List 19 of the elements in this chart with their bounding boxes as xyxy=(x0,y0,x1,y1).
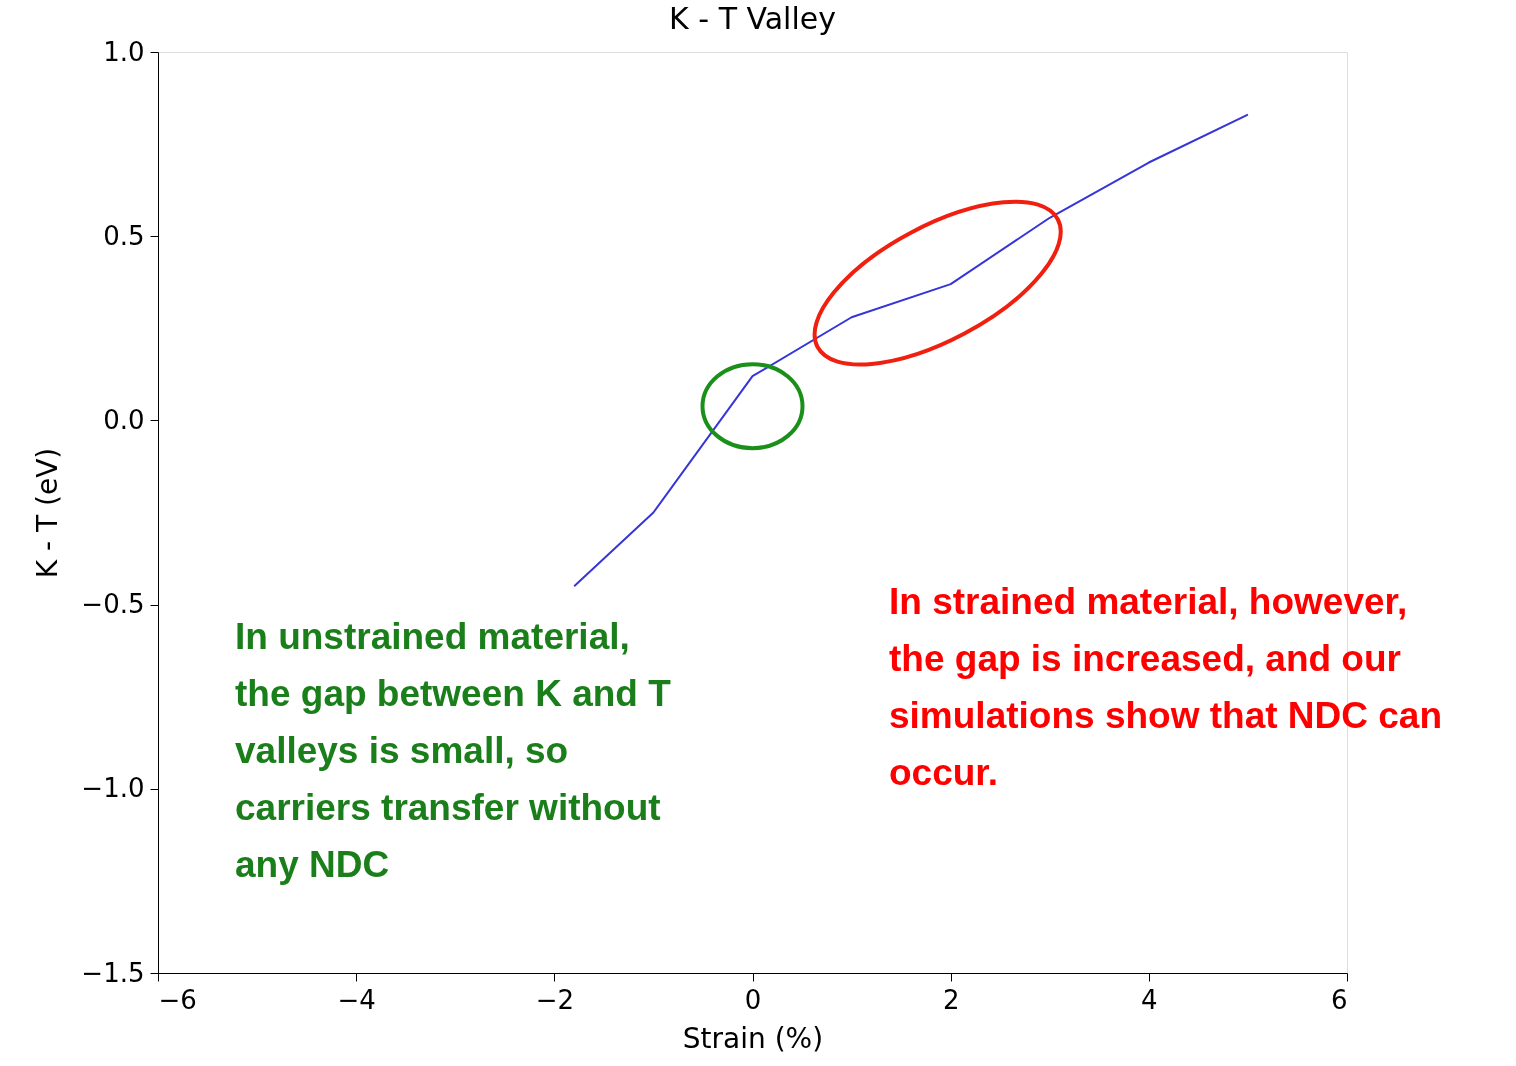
y-tick-label: −1.0 xyxy=(81,773,145,804)
x-tick-label: −6 xyxy=(158,984,197,1015)
y-axis-title: K - T (eV) xyxy=(31,447,65,579)
line-series xyxy=(573,113,1249,588)
x-tick-label: 4 xyxy=(1141,984,1158,1015)
y-tick-label: 0.5 xyxy=(103,220,145,251)
x-tick-label: 2 xyxy=(942,984,960,1015)
chart-title: K - T Valley xyxy=(669,1,836,36)
y-tick-label: −0.5 xyxy=(81,589,145,620)
x-axis-title: Strain (%) xyxy=(682,1021,824,1055)
y-tick-label: −1.5 xyxy=(81,957,145,988)
x-tick-label: 0 xyxy=(744,984,762,1015)
x-tick-label: −2 xyxy=(535,984,574,1015)
x-tick-label: −4 xyxy=(337,984,376,1015)
y-tick-label: 1.0 xyxy=(103,36,145,67)
annotation: In unstrained material, the gap between K and T valleys is small, so carriers transfer without any NDC xyxy=(235,616,672,885)
annotation: In strained material, however, the gap is increased, and our simulations show that NDC can occur. xyxy=(889,581,1443,793)
x-tick-label: 6 xyxy=(1330,984,1348,1015)
y-tick-label: 0.0 xyxy=(103,404,145,435)
